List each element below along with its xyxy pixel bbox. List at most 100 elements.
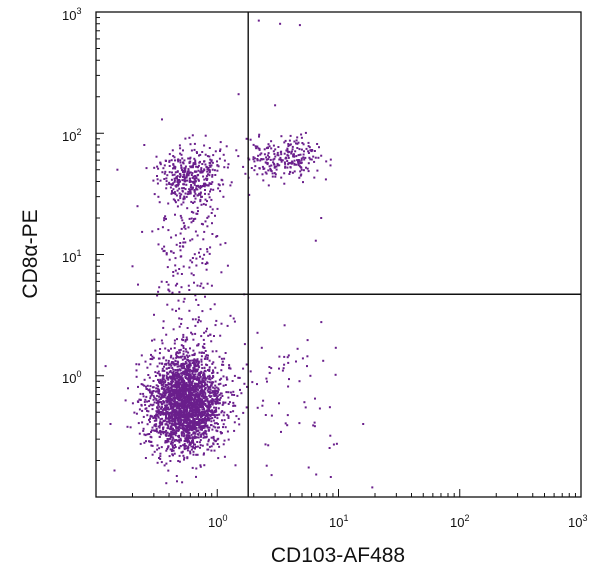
event-dot: [182, 401, 185, 404]
event-dot: [196, 394, 199, 397]
event-dot: [195, 385, 198, 388]
event-dot: [150, 393, 153, 396]
event-dot: [258, 135, 260, 138]
event-dot: [158, 435, 161, 438]
event-dot: [185, 419, 188, 421]
event-dot: [197, 178, 200, 181]
event-dot: [191, 401, 194, 404]
event-dot: [191, 439, 194, 442]
event-dot: [249, 370, 252, 373]
event-dot: [216, 235, 219, 237]
event-dot: [196, 391, 199, 394]
event-dot: [206, 173, 209, 176]
event-dot: [192, 220, 195, 222]
event-dot: [167, 229, 170, 232]
event-dot: [161, 247, 164, 250]
event-dot: [109, 423, 112, 425]
event-dot: [208, 368, 211, 371]
event-dot: [185, 374, 188, 377]
event-dot: [182, 353, 185, 356]
event-dot: [288, 150, 291, 153]
event-dot: [197, 388, 199, 391]
event-dot: [220, 377, 223, 380]
event-dot: [177, 369, 180, 372]
event-dot: [146, 414, 149, 417]
event-dot: [167, 469, 170, 472]
event-dot: [175, 355, 178, 358]
event-dot: [300, 157, 303, 160]
event-dot: [216, 417, 219, 420]
event-dot: [200, 168, 203, 171]
event-dot: [197, 360, 200, 363]
event-dot: [175, 356, 178, 359]
event-dot: [190, 149, 193, 152]
event-dot: [187, 403, 190, 406]
event-dot: [194, 332, 197, 335]
event-dot: [171, 444, 174, 447]
event-dot: [179, 242, 182, 244]
event-dot: [174, 379, 177, 382]
event-dot: [166, 174, 169, 177]
event-dot: [189, 359, 192, 362]
event-dot: [222, 375, 225, 378]
event-dot: [214, 384, 217, 387]
event-dot: [208, 170, 211, 173]
event-dot: [184, 388, 187, 391]
event-dot: [180, 255, 183, 258]
event-dot: [197, 184, 200, 187]
event-dot: [170, 428, 173, 431]
event-dot: [280, 160, 283, 163]
event-dot: [178, 439, 181, 442]
event-dot: [178, 192, 181, 195]
event-dot: [205, 177, 207, 180]
event-dot: [173, 347, 176, 350]
event-dot: [181, 219, 184, 222]
event-dot: [295, 360, 297, 363]
event-dot: [188, 171, 191, 174]
event-dot: [164, 389, 167, 392]
event-dot: [217, 388, 220, 391]
event-dot: [180, 398, 183, 401]
event-dot: [168, 397, 170, 400]
event-dot: [300, 162, 303, 164]
event-dot: [174, 444, 176, 447]
event-dot: [168, 363, 171, 366]
event-dot: [178, 447, 181, 450]
event-dot: [164, 406, 167, 409]
event-dot: [212, 435, 215, 438]
event-dot: [179, 175, 181, 178]
event-dot: [168, 433, 171, 436]
event-dot: [286, 147, 289, 150]
event-dot: [145, 395, 148, 398]
event-dot: [129, 426, 132, 429]
event-dot: [152, 417, 155, 419]
event-dot: [273, 166, 276, 169]
event-dot: [198, 351, 201, 354]
event-dot: [172, 376, 175, 379]
event-dot: [284, 165, 287, 168]
event-dot: [210, 159, 213, 162]
event-dot: [182, 198, 185, 201]
event-dot: [180, 413, 183, 416]
event-dot: [198, 431, 201, 434]
event-dot: [189, 441, 191, 444]
event-dot: [148, 418, 150, 421]
event-dot: [190, 425, 193, 428]
event-dot: [197, 179, 200, 182]
event-dot: [167, 427, 170, 430]
event-dot: [191, 333, 194, 336]
event-dot: [165, 423, 168, 426]
event-dot: [194, 373, 197, 376]
event-dot: [193, 408, 196, 411]
event-dot: [191, 436, 194, 439]
event-dot: [192, 389, 195, 392]
event-dot: [191, 362, 194, 364]
event-dot: [178, 436, 180, 439]
event-dot: [156, 430, 158, 433]
event-dot: [151, 415, 154, 418]
event-dot: [197, 344, 200, 347]
event-dot: [180, 153, 183, 156]
event-dot: [158, 447, 161, 450]
event-dot: [211, 233, 214, 235]
event-dot: [191, 428, 194, 431]
